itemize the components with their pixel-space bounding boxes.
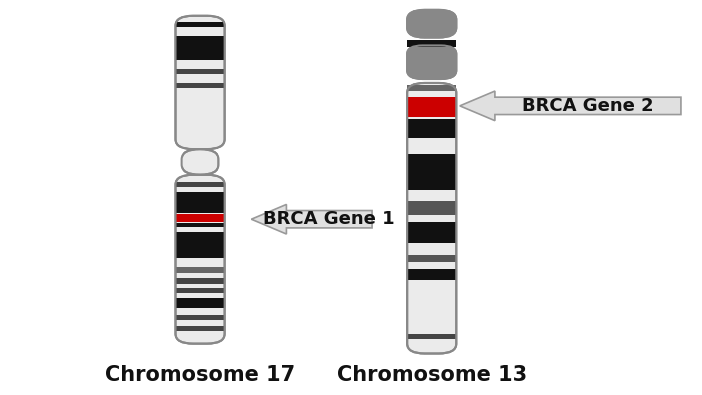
FancyBboxPatch shape (182, 149, 218, 175)
Text: BRCA Gene 2: BRCA Gene 2 (522, 97, 654, 115)
Bar (176, 326, 225, 331)
Bar (407, 42, 456, 47)
Bar (407, 118, 456, 138)
Bar (407, 334, 456, 339)
Bar (407, 269, 456, 280)
Bar (176, 192, 225, 213)
Bar (218, 148, 226, 175)
Bar (407, 255, 456, 262)
Bar (176, 298, 225, 308)
Polygon shape (460, 91, 681, 121)
Text: BRCA Gene 1: BRCA Gene 1 (263, 210, 395, 228)
Bar (176, 148, 183, 175)
Bar (176, 69, 225, 74)
Bar (407, 97, 456, 117)
Bar (176, 83, 225, 88)
Bar (176, 182, 225, 187)
Bar (176, 278, 225, 284)
Bar (176, 232, 225, 258)
Bar (176, 22, 225, 27)
Bar (407, 154, 456, 190)
Text: Chromosome 17: Chromosome 17 (105, 365, 295, 385)
Polygon shape (251, 205, 372, 234)
Bar (176, 315, 225, 320)
Bar (176, 223, 225, 227)
Bar (407, 201, 456, 215)
FancyBboxPatch shape (176, 175, 225, 344)
FancyBboxPatch shape (407, 10, 456, 38)
FancyBboxPatch shape (407, 83, 456, 354)
Bar (176, 288, 225, 293)
FancyBboxPatch shape (407, 45, 456, 79)
Bar (407, 222, 456, 243)
Bar (176, 36, 225, 60)
Bar (176, 267, 225, 273)
Bar (407, 85, 456, 91)
Bar (176, 214, 225, 222)
Bar (407, 40, 456, 45)
Text: Chromosome 13: Chromosome 13 (337, 365, 526, 385)
FancyBboxPatch shape (176, 16, 225, 149)
